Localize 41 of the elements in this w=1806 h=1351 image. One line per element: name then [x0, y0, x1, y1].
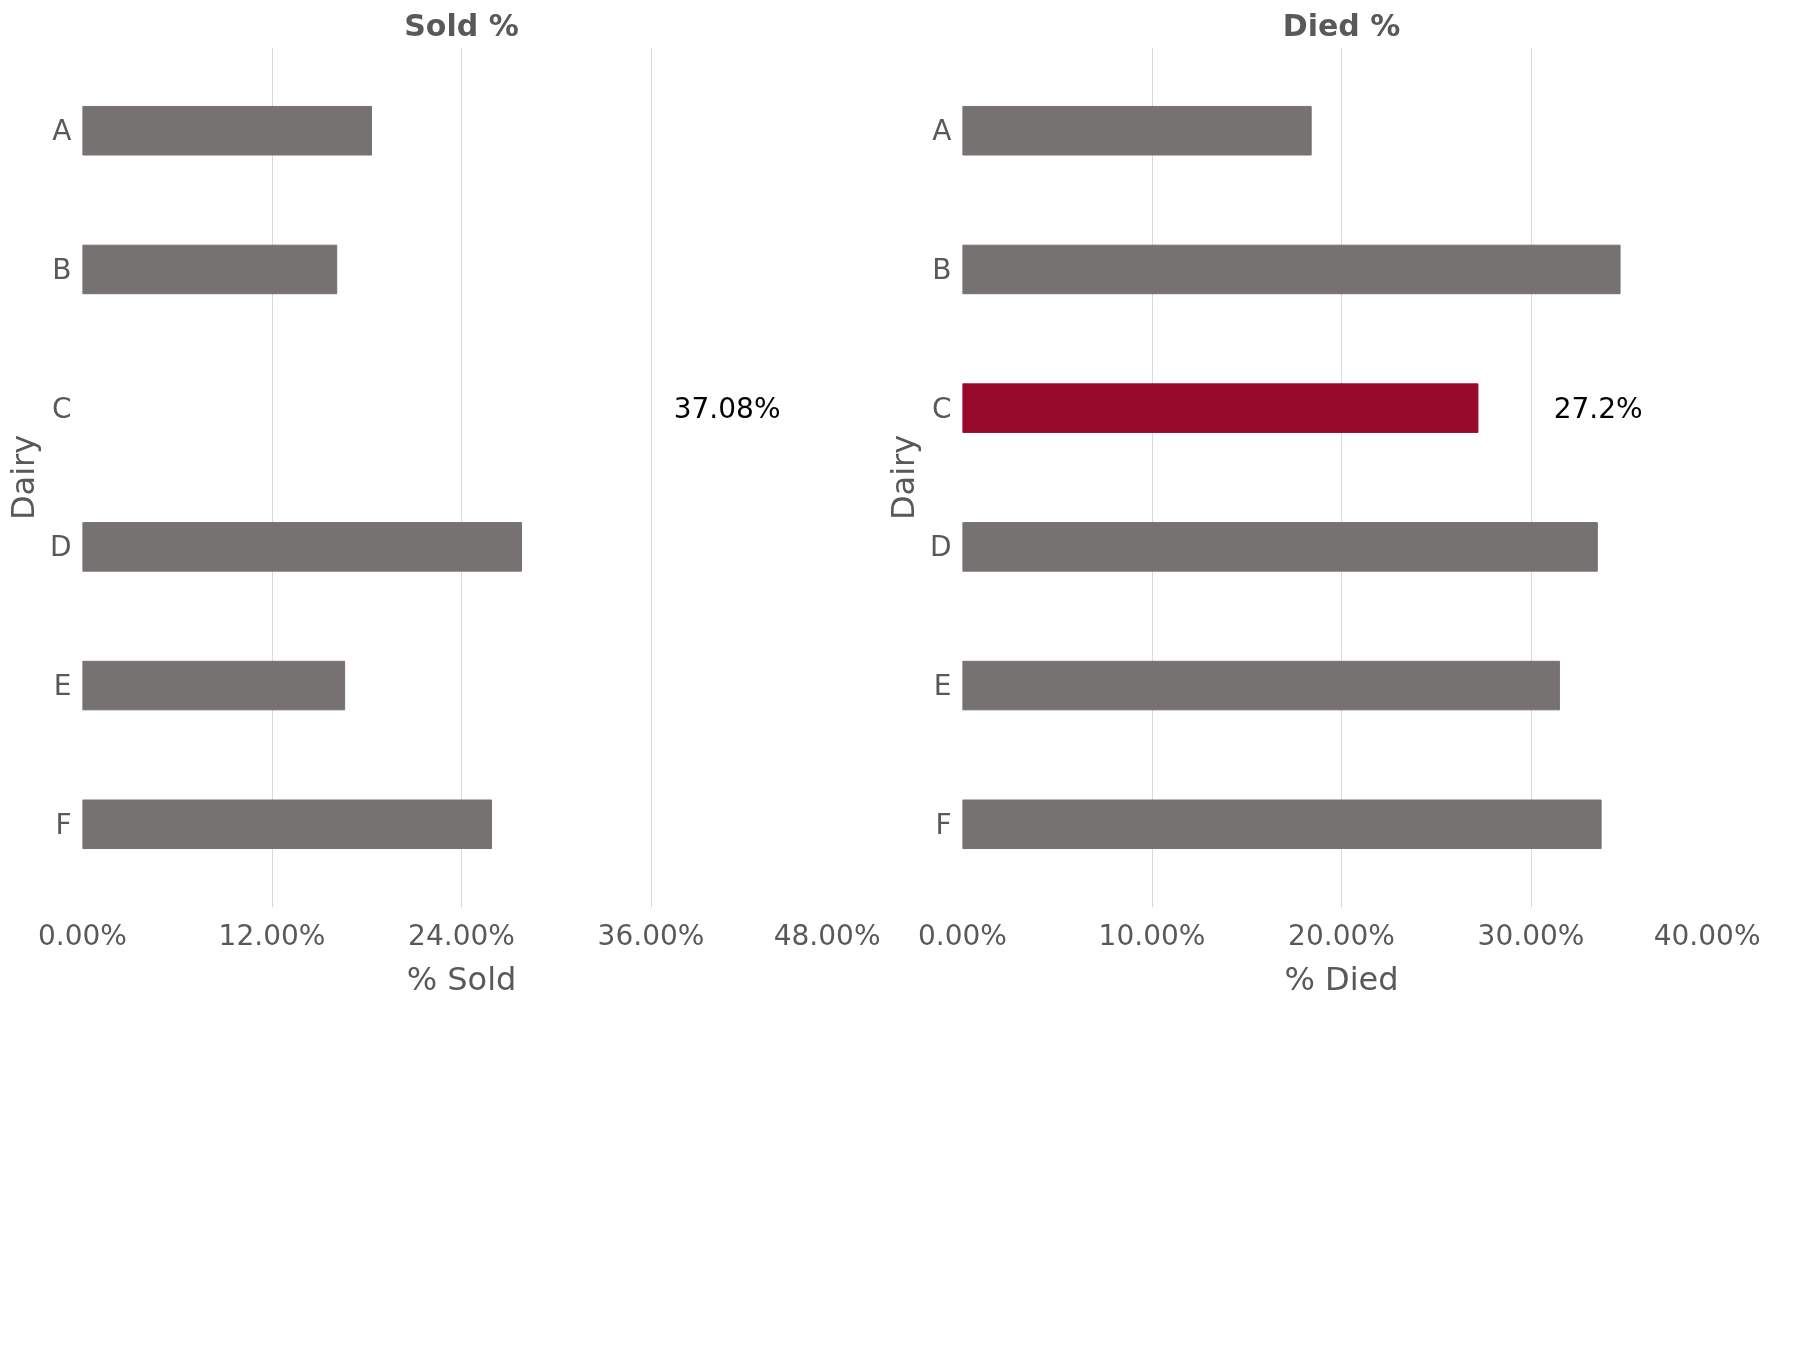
y-tick-label: B — [52, 252, 72, 286]
bar — [82, 105, 372, 156]
bar — [962, 522, 1598, 572]
y-tick-label: B — [932, 252, 952, 286]
y-tick-label: E — [53, 669, 72, 703]
bar — [962, 660, 1560, 711]
bar — [962, 244, 1621, 295]
y-tick-label: A — [52, 114, 72, 148]
bar — [962, 799, 1602, 850]
y-tick-label: A — [932, 114, 952, 148]
y-tick-label: F — [935, 807, 952, 841]
y-tick-label: F — [55, 807, 72, 841]
annotation: 37.08% — [673, 391, 781, 425]
x-axis-title: % Died — [1284, 959, 1399, 998]
x-axis-title: % Sold — [406, 959, 517, 998]
bar — [82, 799, 492, 850]
x-tick-label: 40.00% — [1653, 918, 1761, 952]
x-tick-label: 48.00% — [773, 918, 881, 952]
y-tick-label: C — [51, 391, 72, 425]
y-tick-label: C — [931, 391, 952, 425]
chart-title: Sold % — [404, 7, 519, 43]
y-tick-label: D — [929, 530, 952, 564]
x-tick-label: 10.00% — [1098, 918, 1206, 952]
bar — [82, 522, 523, 572]
y-axis-title: Dairy — [3, 434, 42, 521]
annotation: 27.2% — [1553, 391, 1643, 425]
x-tick-label: 12.00% — [218, 918, 326, 952]
x-tick-label: 30.00% — [1477, 918, 1585, 952]
bar — [962, 105, 1312, 156]
x-tick-label: 24.00% — [408, 918, 515, 952]
x-tick-label: 0.00% — [38, 918, 127, 952]
chart-title: Died % — [1282, 7, 1401, 43]
y-axis-title: Dairy — [883, 434, 922, 521]
bar — [82, 660, 346, 711]
y-tick-label: D — [49, 530, 72, 564]
x-tick-label: 36.00% — [597, 918, 705, 952]
x-tick-label: 20.00% — [1288, 918, 1395, 952]
y-tick-label: E — [933, 669, 952, 703]
x-tick-label: 0.00% — [918, 918, 1007, 952]
bar — [962, 383, 1479, 433]
bar — [82, 244, 338, 295]
